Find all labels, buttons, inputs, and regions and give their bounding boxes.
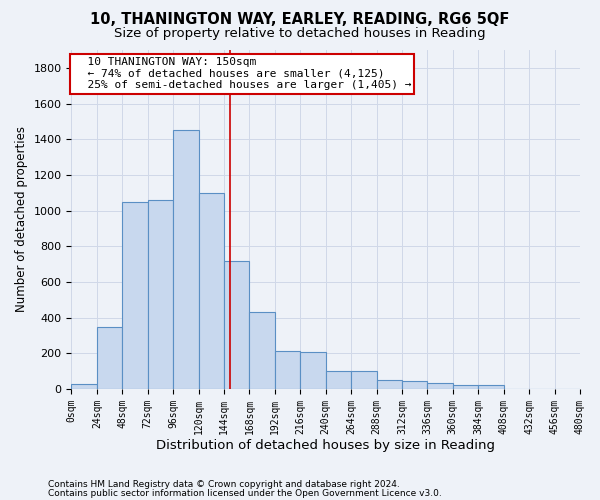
Bar <box>250 312 275 389</box>
X-axis label: Distribution of detached houses by size in Reading: Distribution of detached houses by size … <box>156 440 495 452</box>
Bar <box>173 130 199 389</box>
Bar <box>351 371 377 389</box>
Bar <box>402 381 427 389</box>
Bar <box>275 350 300 389</box>
Bar <box>71 384 97 389</box>
Bar <box>224 260 250 389</box>
Text: 10, THANINGTON WAY, EARLEY, READING, RG6 5QF: 10, THANINGTON WAY, EARLEY, READING, RG6… <box>91 12 509 28</box>
Bar <box>453 386 478 389</box>
Bar <box>148 200 173 389</box>
Bar <box>97 326 122 389</box>
Bar <box>478 386 504 389</box>
Bar <box>122 202 148 389</box>
Bar <box>199 192 224 389</box>
Text: Size of property relative to detached houses in Reading: Size of property relative to detached ho… <box>114 28 486 40</box>
Bar <box>300 352 326 389</box>
Bar <box>326 371 351 389</box>
Text: Contains public sector information licensed under the Open Government Licence v3: Contains public sector information licen… <box>48 490 442 498</box>
Text: 10 THANINGTON WAY: 150sqm
  ← 74% of detached houses are smaller (4,125)
  25% o: 10 THANINGTON WAY: 150sqm ← 74% of detac… <box>74 57 411 90</box>
Bar <box>427 382 453 389</box>
Text: Contains HM Land Registry data © Crown copyright and database right 2024.: Contains HM Land Registry data © Crown c… <box>48 480 400 489</box>
Y-axis label: Number of detached properties: Number of detached properties <box>15 126 28 312</box>
Bar <box>377 380 402 389</box>
